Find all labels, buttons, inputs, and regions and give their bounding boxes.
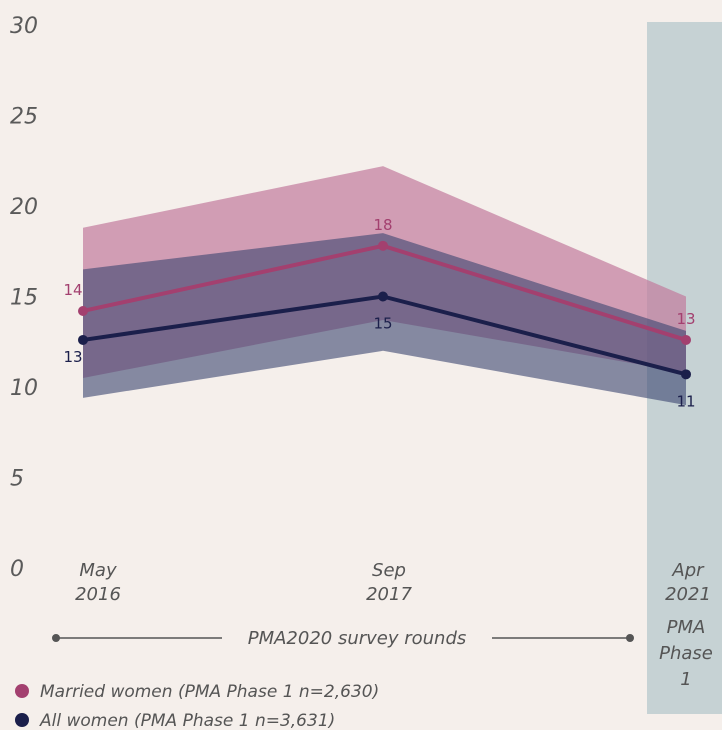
legend-swatch [15,713,29,727]
y-tick-label: 15 [10,286,38,311]
phase-label: 1 [680,669,691,690]
point [78,305,88,316]
rounds-label: PMA2020 survey rounds [248,628,467,649]
y-tick-label: 30 [10,14,38,39]
point [681,334,691,345]
legend-swatch [15,684,29,698]
x-tick-label: 2021 [665,584,711,605]
data-label: 11 [676,392,695,410]
point [378,291,388,302]
data-label: 15 [373,315,392,333]
point [681,369,691,380]
phase-label: Phase [659,643,713,664]
data-label: 14 [63,281,82,299]
rounds-dot-right [626,634,634,642]
data-label: 13 [676,310,695,328]
y-tick-label: 5 [10,467,24,492]
x-tick-label: Apr [671,560,705,581]
x-tick-label: 2017 [366,584,412,605]
legend-label: All women (PMA Phase 1 n=3,631) [39,711,335,730]
rounds-dot-left [52,634,60,642]
data-label: 13 [63,348,82,366]
legend-label: Married women (PMA Phase 1 n=2,630) [40,682,379,702]
x-tick-label: Sep [372,560,406,581]
x-tick-label: May [79,560,117,581]
data-label: 18 [373,216,392,234]
y-tick-label: 10 [10,376,38,401]
point [78,334,88,345]
phase-label: PMA [667,617,706,638]
y-tick-label: 0 [10,557,24,582]
x-tick-label: 2016 [75,584,121,605]
y-tick-label: 20 [10,195,38,220]
confidence-band [83,233,686,406]
point [378,240,388,251]
y-tick-label: 25 [10,105,38,130]
